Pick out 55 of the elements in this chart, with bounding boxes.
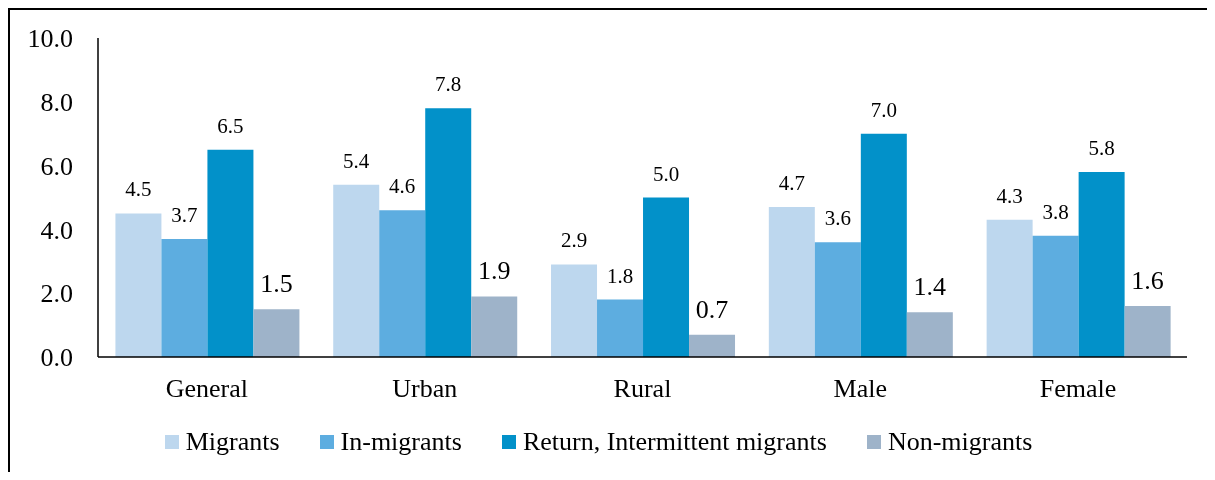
bar (1032, 235, 1079, 357)
x-tick-label: Female (1039, 374, 1117, 404)
data-label: 5.0 (652, 161, 680, 186)
y-tick-label: 10.0 (27, 24, 73, 54)
data-label: 7.0 (870, 97, 897, 122)
bar (1078, 171, 1125, 357)
data-label: 5.4 (343, 148, 370, 173)
y-tick-label: 2.0 (40, 279, 73, 309)
bar (814, 242, 861, 357)
bar (860, 133, 907, 357)
bar (551, 264, 598, 357)
bar (986, 219, 1033, 357)
data-label: 6.5 (217, 113, 244, 138)
legend-label: Non-migrants (887, 427, 1033, 457)
data-label: 0.7 (695, 294, 729, 324)
data-label: 3.8 (1042, 199, 1069, 224)
legend-label: Migrants (185, 427, 280, 457)
x-tick-label: Rural (613, 374, 672, 404)
bar (1124, 305, 1171, 357)
data-label: 1.8 (606, 263, 634, 288)
y-tick-label: 0.0 (40, 343, 73, 373)
bar (115, 213, 162, 357)
bar (425, 108, 472, 357)
data-label: 5.8 (1088, 135, 1115, 160)
data-label: 2.9 (560, 228, 588, 253)
data-label: 4.3 (996, 183, 1023, 208)
data-label: 4.5 (125, 177, 152, 202)
bar (689, 334, 736, 357)
data-label: 3.6 (824, 206, 851, 231)
data-label: 4.7 (778, 171, 805, 196)
bar (333, 184, 380, 357)
data-label: 1.5 (260, 269, 293, 299)
bar (161, 238, 208, 357)
data-label: 3.7 (171, 202, 198, 227)
bar (253, 309, 300, 357)
bar (471, 296, 518, 357)
x-tick-label: Urban (392, 374, 458, 404)
x-tick-label: Male (833, 374, 888, 404)
bar (643, 197, 690, 357)
legend-label: Return, Intermittent migrants (522, 427, 827, 457)
legend-label: In-migrants (340, 427, 462, 457)
data-label: 1.6 (1131, 265, 1164, 295)
data-label: 1.9 (477, 256, 511, 286)
data-label: 1.4 (913, 272, 947, 302)
bar (597, 299, 644, 357)
data-label: 7.8 (435, 72, 462, 97)
y-tick-label: 8.0 (40, 88, 73, 118)
bar (768, 207, 815, 357)
bar (906, 312, 953, 357)
bar (207, 149, 254, 357)
bar (379, 210, 426, 357)
data-label: 4.6 (389, 174, 416, 199)
y-tick-label: 6.0 (40, 151, 73, 181)
y-tick-label: 4.0 (40, 215, 73, 245)
x-tick-label: General (165, 374, 249, 404)
